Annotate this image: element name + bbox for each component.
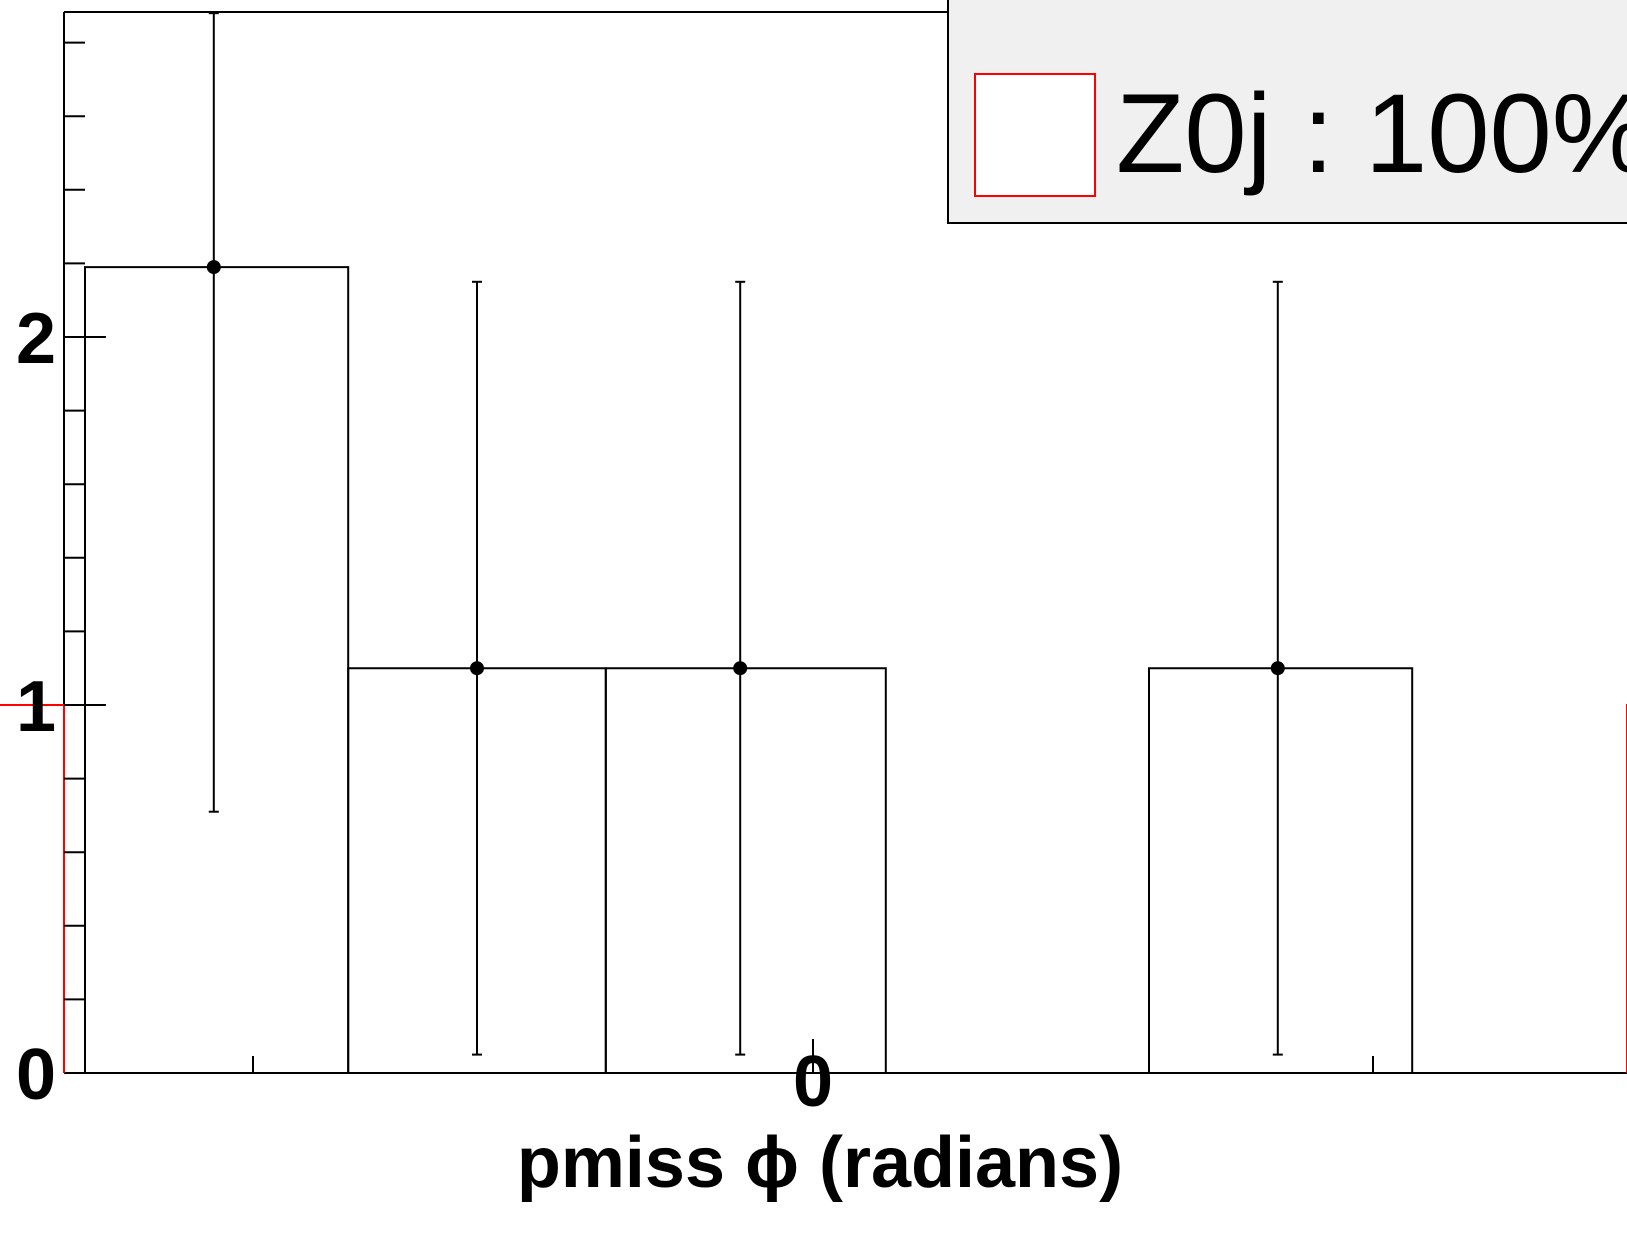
data-bin <box>604 667 887 1073</box>
legend-swatch-z0j <box>974 73 1096 197</box>
z0j-bin <box>0 704 65 1073</box>
x-axis-ticks: -202 <box>252 1039 1374 1122</box>
data-point <box>733 280 748 1056</box>
legend-label-z0j: Z0j : 100% <box>1116 71 1627 196</box>
y-tick-label: 1 <box>16 667 56 747</box>
data-marker <box>470 661 484 676</box>
data-bin <box>1148 667 1414 1073</box>
data-marker <box>206 260 221 275</box>
x-axis-title: pmiss ϕ (radians) <box>517 1123 1123 1203</box>
y-tick-label: 0 <box>16 1035 56 1115</box>
data-points <box>206 12 1285 1056</box>
data-marker <box>733 661 748 676</box>
data-point <box>470 280 484 1056</box>
data-point <box>206 12 221 813</box>
data-point <box>1270 280 1285 1056</box>
data-bin <box>84 266 350 1073</box>
y-axis-ticks: 0 1 2 <box>16 41 106 1115</box>
legend: Z0j : 100% <box>947 0 1627 224</box>
y-tick-label: 2 <box>16 299 56 379</box>
x-tick-label: 0 <box>793 1042 833 1122</box>
z0j-histogram <box>0 704 1627 1073</box>
data-histogram <box>84 266 1414 1073</box>
data-marker <box>1270 661 1285 676</box>
